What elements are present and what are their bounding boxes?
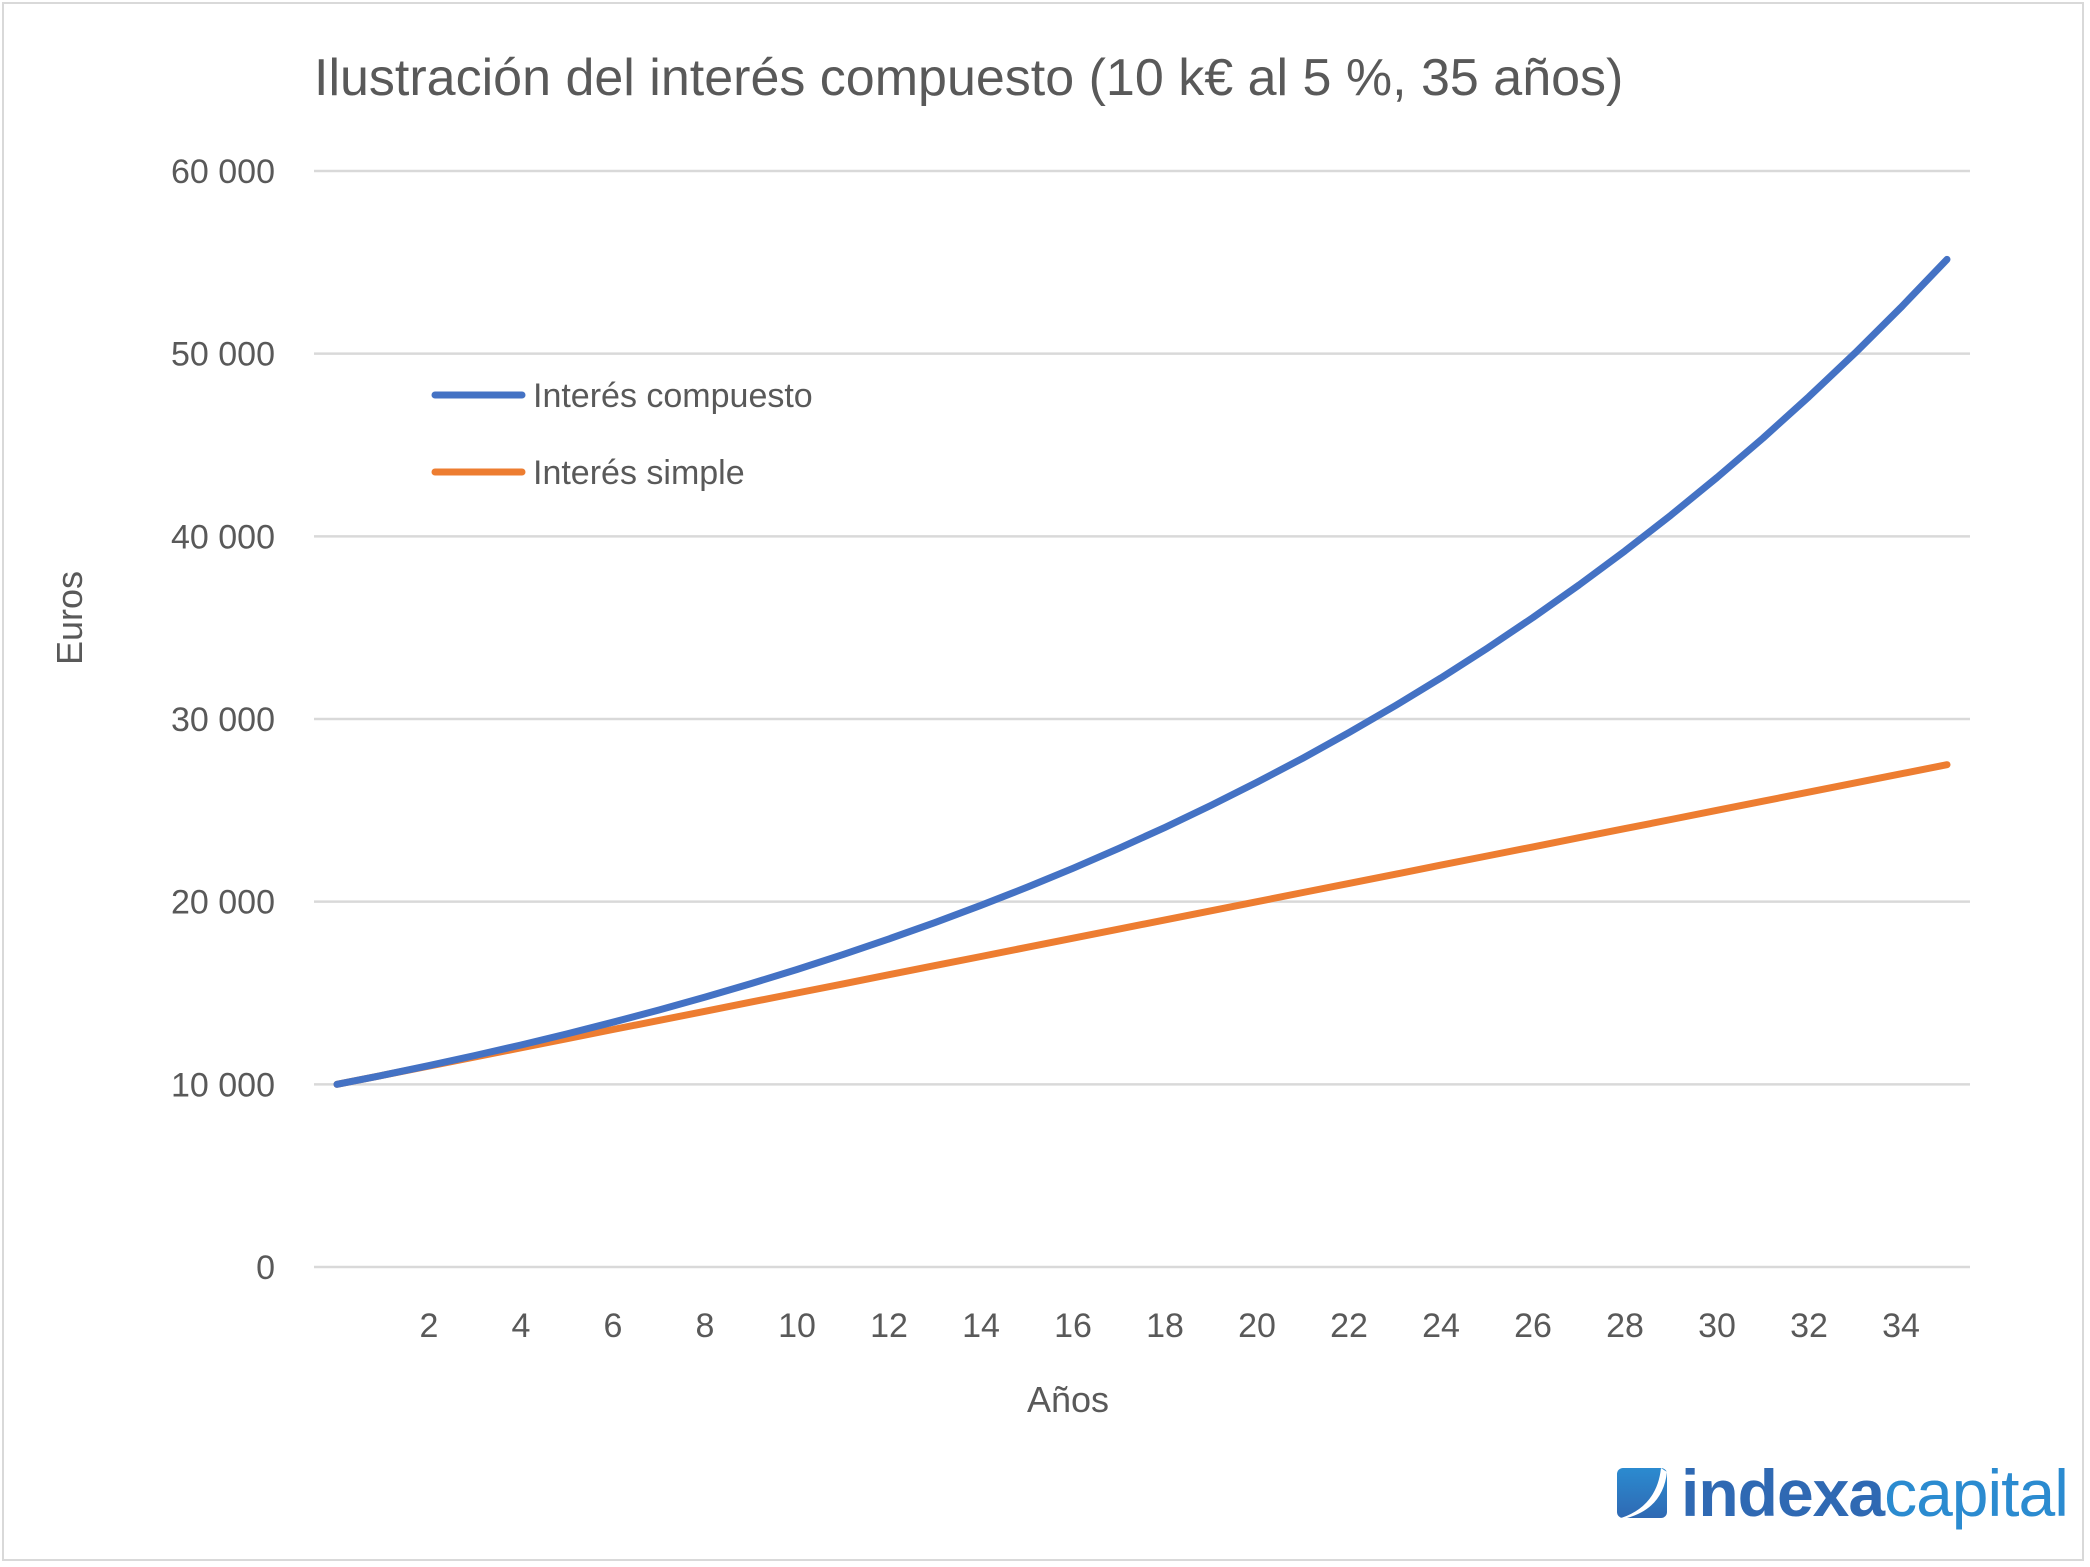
y-tick-label: 40 000 <box>171 518 275 556</box>
legend-label: Interés simple <box>533 454 745 492</box>
logo-text-indexa: indexa <box>1681 1456 1885 1530</box>
x-tick-label: 24 <box>1422 1307 1460 1345</box>
x-tick-label: 14 <box>962 1307 1000 1345</box>
y-tick-label: 20 000 <box>171 884 275 922</box>
x-tick-label: 20 <box>1238 1307 1276 1345</box>
x-tick-label: 18 <box>1146 1307 1184 1345</box>
x-tick-label: 26 <box>1514 1307 1552 1345</box>
logo-text-capital: capital <box>1884 1456 2069 1530</box>
chart-title: Ilustración del interés compuesto (10 k€… <box>314 49 1623 107</box>
x-tick-label: 34 <box>1882 1307 1920 1345</box>
x-tick-label: 30 <box>1698 1307 1736 1345</box>
x-tick-label: 32 <box>1790 1307 1828 1345</box>
x-tick-label: 16 <box>1054 1307 1092 1345</box>
x-tick-label: 22 <box>1330 1307 1368 1345</box>
x-tick-label: 28 <box>1606 1307 1644 1345</box>
y-tick-label: 10 000 <box>171 1066 275 1104</box>
x-tick-label: 12 <box>870 1307 908 1345</box>
y-tick-label: 0 <box>256 1249 275 1287</box>
x-tick-label: 10 <box>778 1307 816 1345</box>
indexa-capital-logo: indexacapital <box>1617 1460 2069 1526</box>
x-tick-label: 4 <box>512 1307 531 1345</box>
x-tick-label: 8 <box>696 1307 715 1345</box>
x-axis-label: Años <box>1027 1379 1109 1420</box>
x-tick-label: 2 <box>420 1307 439 1345</box>
x-tick-label: 6 <box>604 1307 623 1345</box>
series-line-interes-simple <box>333 761 1951 1088</box>
logo-mark-icon <box>1617 1468 1667 1518</box>
y-tick-label: 50 000 <box>171 336 275 374</box>
y-axis-label: Euros <box>49 571 90 665</box>
series-line-interes-compuesto <box>333 255 1951 1088</box>
legend: Interés compuesto Interés simple <box>431 377 813 492</box>
y-tick-label: 30 000 <box>171 701 275 739</box>
y-tick-label: 60 000 <box>171 153 275 191</box>
legend-label: Interés compuesto <box>533 377 813 415</box>
